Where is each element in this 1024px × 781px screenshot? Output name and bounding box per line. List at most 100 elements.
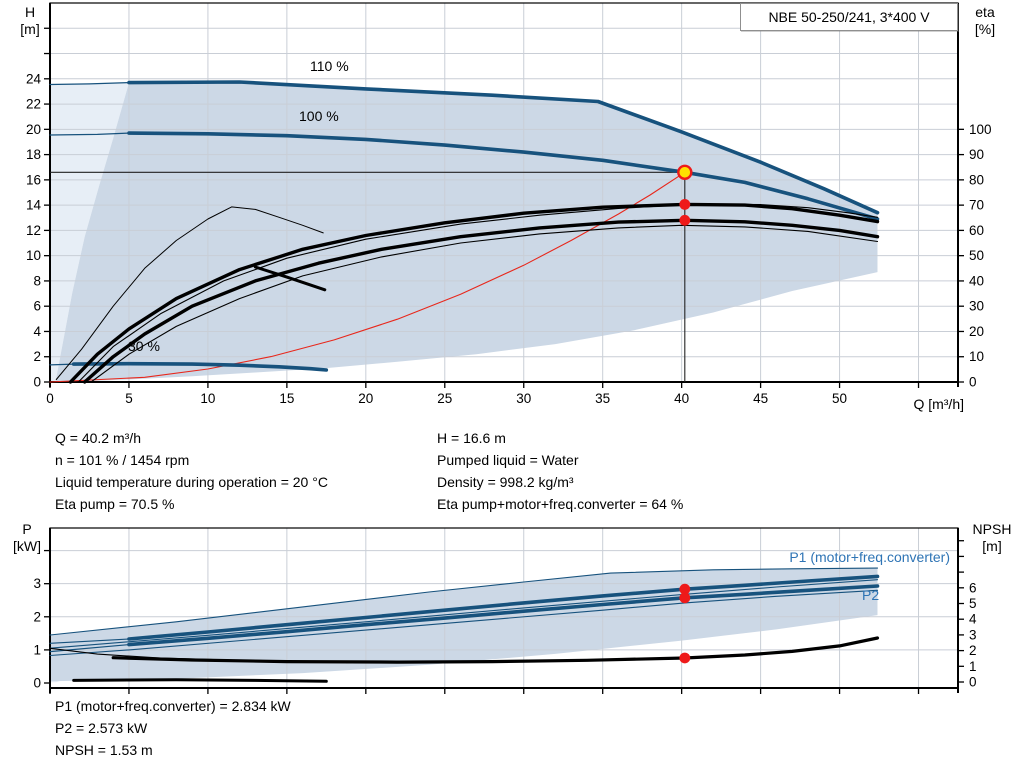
power-p2-curve: [127, 584, 880, 647]
eta-axis-label: eta [%]: [962, 4, 1008, 38]
result-line: H = 16.6 m: [437, 430, 506, 446]
y-left-tick-label: 20: [26, 122, 41, 137]
y-left-tick-label: 0: [33, 676, 41, 691]
power-p1-curve: [127, 574, 880, 641]
y-left-tick-label: 0: [33, 375, 41, 390]
y-left-tick-label: 14: [26, 198, 42, 213]
power-p-30pct-curve: [72, 678, 328, 683]
x-tick-label: 50: [832, 391, 847, 406]
p2-point: [679, 592, 691, 604]
y-left-tick-label: 1: [33, 642, 41, 657]
npsh-axis-unit: [m]: [982, 538, 1002, 554]
head-head-100pct: [127, 131, 880, 221]
curve-label-p1: P1 (motor+freq.converter): [789, 549, 950, 565]
y-left-tick-label: 8: [33, 273, 41, 288]
head-head-100pct-ext: [49, 132, 130, 136]
head-eta-fork-segment: [253, 265, 327, 292]
x-tick-label: 0: [46, 391, 54, 406]
p1-point: [679, 583, 691, 595]
y-right-tick-label: 4: [969, 612, 977, 627]
eta-pump-point: [679, 198, 691, 210]
y-right-tick-label: 20: [969, 324, 984, 339]
head-eta-low-speed-arc: [55, 206, 324, 380]
npsh-axis-symbol: NPSH: [972, 521, 1012, 537]
p-axis-unit: [kW]: [13, 538, 41, 554]
x-tick-label: 40: [674, 391, 689, 406]
head-eta-total: [82, 218, 880, 384]
curve-label-100pct: 100 %: [299, 108, 339, 124]
y-right-tick-label: 10: [969, 349, 984, 364]
y-right-tick-label: 70: [969, 198, 984, 213]
y-right-tick-label: 5: [969, 596, 977, 611]
result-line: Pumped liquid = Water: [437, 452, 579, 468]
y-left-tick-label: 16: [26, 172, 41, 187]
y-right-tick-label: 0: [969, 675, 977, 690]
h-axis-unit: [m]: [20, 21, 40, 37]
y-left-tick-label: 4: [33, 324, 41, 339]
y-right-tick-label: 50: [969, 248, 984, 263]
h-axis-symbol: H: [24, 4, 36, 20]
y-right-tick-label: 60: [969, 223, 984, 238]
y-left-tick-label: 3: [33, 576, 41, 591]
head-operating-envelope: [55, 82, 878, 382]
result-line: Liquid temperature during operation = 20…: [55, 474, 328, 490]
duty-results-right: H = 16.6 m Pumped liquid = Water Density =…: [437, 430, 683, 518]
x-tick-label: 25: [437, 391, 452, 406]
y-right-tick-label: 1: [969, 659, 977, 674]
power-power-envelope: [50, 568, 878, 682]
result-line: Q = 40.2 m³/h: [55, 430, 141, 446]
y-left-tick-label: 2: [33, 349, 41, 364]
power-envelope-top-line: [49, 567, 879, 636]
head-eta-pump-thin: [77, 203, 879, 383]
duty-results-left: Q = 40.2 m³/h n = 101 % / 1454 rpm Liquid …: [55, 430, 328, 518]
y-right-tick-label: 30: [969, 299, 984, 314]
pump-title-box: NBE 50-250/241, 3*400 V: [740, 3, 958, 31]
head-head-30pct: [71, 361, 329, 372]
curve-label-p2: P2: [862, 587, 880, 603]
y-left-tick-label: 2: [33, 609, 41, 624]
power-p1-ext: [49, 638, 130, 644]
y-left-tick-label: 22: [26, 97, 41, 112]
y-left-tick-label: 24: [26, 71, 42, 86]
power-npsh-curve: [111, 636, 880, 664]
y-right-tick-label: 100: [969, 122, 992, 137]
y-left-tick-label: 6: [33, 299, 41, 314]
q-axis-label: Q [m³/h]: [913, 396, 964, 412]
result-line: Density = 998.2 kg/m³: [437, 474, 574, 490]
y-right-tick-label: 40: [969, 273, 984, 288]
curve-label-110pct: 110 %: [310, 58, 349, 74]
y-right-tick-label: 80: [969, 172, 984, 187]
head-head-30pct-ext: [49, 363, 75, 366]
y-left-tick-label: 18: [26, 147, 41, 162]
result-line: n = 101 % / 1454 rpm: [55, 452, 190, 468]
eta-axis-unit: [%]: [974, 21, 996, 37]
head-head-110pct-ext: [49, 81, 130, 86]
npsh-axis-label: NPSH [m]: [962, 521, 1022, 555]
p-axis-label: P [kW]: [6, 521, 48, 555]
x-tick-label: 5: [125, 391, 133, 406]
result-line: NPSH = 1.53 m: [55, 742, 153, 758]
x-tick-label: 20: [358, 391, 373, 406]
y-right-tick-label: 0: [969, 375, 977, 390]
x-tick-label: 45: [753, 391, 768, 406]
h-axis-label: H [m]: [10, 4, 50, 38]
result-line: P2 = 2.573 kW: [55, 720, 148, 736]
y-right-tick-label: 6: [969, 580, 977, 595]
power-p-low-thin: [49, 589, 879, 657]
y-right-tick-label: 90: [969, 147, 984, 162]
head-eta-total-thin: [90, 224, 879, 383]
duty-point: [677, 164, 693, 180]
p-axis-symbol: P: [22, 521, 32, 537]
x-tick-label: 15: [279, 391, 294, 406]
head-eta-pump: [68, 202, 880, 384]
result-line: P1 (motor+freq.converter) = 2.834 kW: [55, 698, 291, 714]
x-tick-label: 10: [200, 391, 215, 406]
y-right-tick-label: 2: [969, 643, 977, 658]
y-left-tick-label: 12: [26, 223, 41, 238]
x-tick-label: 30: [516, 391, 531, 406]
curve-label-30pct: 30 %: [128, 338, 160, 354]
head-min-flow-region: [50, 82, 129, 382]
power-results: P1 (motor+freq.converter) = 2.834 kW P2 =…: [55, 698, 291, 764]
